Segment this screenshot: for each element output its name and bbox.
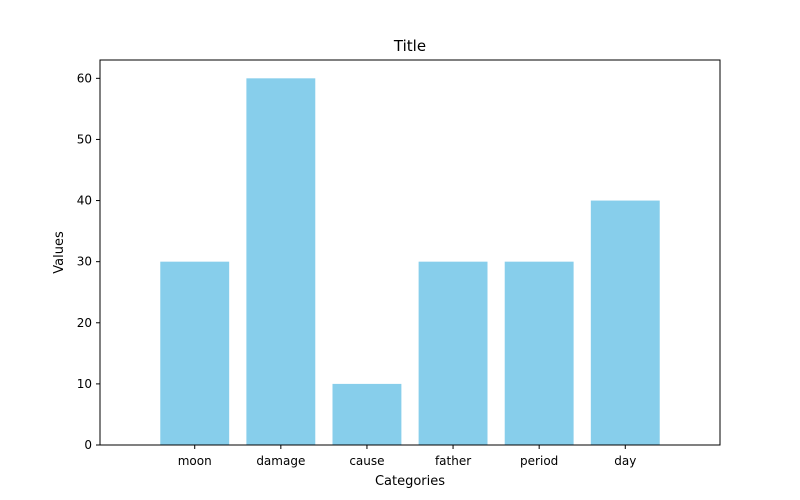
y-tick-label: 30 xyxy=(77,255,92,269)
y-tick-label: 50 xyxy=(77,132,92,146)
bar-period xyxy=(504,261,574,445)
x-tick-label: moon xyxy=(178,454,212,468)
x-tick-label: father xyxy=(435,454,471,468)
y-tick-label: 40 xyxy=(77,194,92,208)
x-tick-label: period xyxy=(520,454,558,468)
y-axis-label: Values xyxy=(52,231,67,274)
x-axis-label: Categories xyxy=(375,474,445,489)
x-axis-ticks: moon damage cause father period day xyxy=(178,445,636,468)
bar-day xyxy=(590,200,660,445)
y-tick-label: 20 xyxy=(77,316,92,330)
x-tick-label: damage xyxy=(256,454,305,468)
bar-moon xyxy=(160,261,230,445)
y-tick-label: 0 xyxy=(84,438,92,452)
bar-father xyxy=(418,261,488,445)
plot-frame xyxy=(99,59,721,446)
y-tick-label: 10 xyxy=(77,377,92,391)
y-axis-ticks: 0 10 20 30 40 50 60 xyxy=(77,71,100,452)
bar-damage xyxy=(246,78,316,445)
x-tick-label: cause xyxy=(349,454,384,468)
chart-title: Title xyxy=(393,37,426,55)
bar-cause xyxy=(332,383,402,445)
bars-group xyxy=(160,78,660,445)
x-tick-label: day xyxy=(614,454,636,468)
y-tick-label: 60 xyxy=(77,71,92,85)
